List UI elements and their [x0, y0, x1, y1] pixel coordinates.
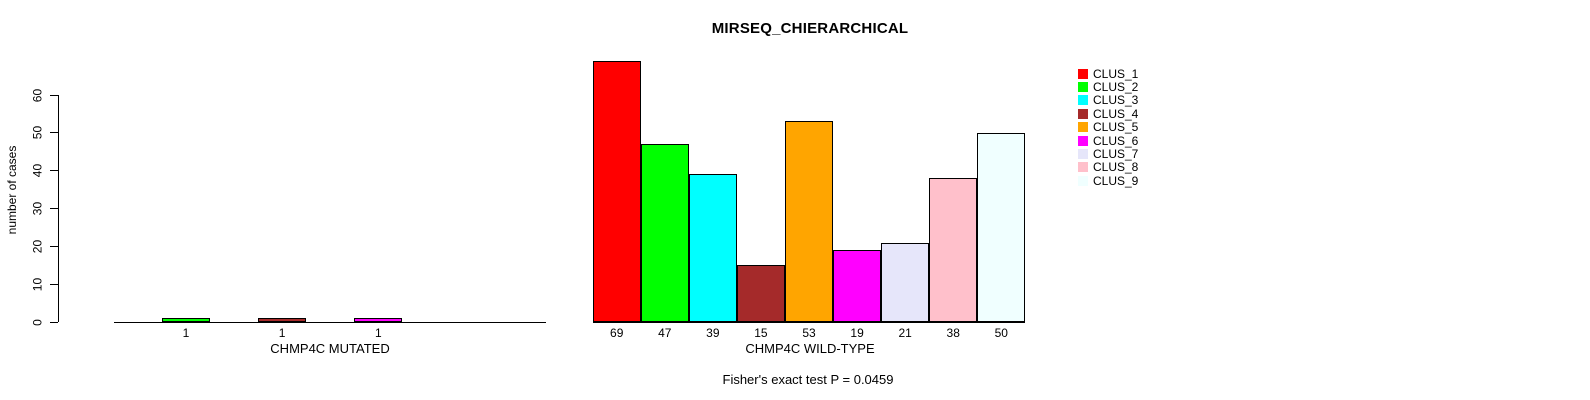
bar-value-label-clus_6: 19: [850, 326, 864, 340]
y-tick-10: [50, 283, 58, 285]
legend-swatch-clus_8: [1078, 162, 1088, 173]
legend-swatch-clus_3: [1078, 95, 1088, 106]
y-tick-label-20: 20: [30, 239, 45, 254]
bar-value-label-clus_5: 53: [802, 326, 816, 340]
fisher-test-annotation: Fisher's exact test P = 0.0459: [722, 372, 894, 387]
bar-value-label-clus_2: 47: [658, 326, 672, 340]
bar-value-label-clus_3: 39: [706, 326, 720, 340]
y-tick-label-60: 60: [30, 88, 45, 102]
legend-label-clus_5: CLUS_5: [1093, 120, 1139, 135]
bar-clus_5: [784, 121, 834, 322]
x-axis-line-mutated: [113, 322, 547, 323]
legend-swatch-clus_5: [1078, 122, 1088, 133]
bar-clus_4: [258, 318, 307, 322]
legend-item-clus_8: CLUS_8: [1078, 161, 1138, 174]
bar-clus_9: [977, 132, 1026, 322]
bar-clus_6: [354, 318, 403, 322]
bar-value-label-clus_8: 38: [946, 326, 960, 340]
legend-swatch-clus_4: [1078, 108, 1088, 119]
y-tick-40: [50, 170, 58, 172]
bar-value-label-clus_4: 15: [754, 326, 768, 340]
legend-item-clus_3: CLUS_3: [1078, 94, 1138, 107]
legend-label-clus_6: CLUS_6: [1093, 133, 1139, 148]
chart-title: MIRSEQ_CHIERARCHICAL: [711, 20, 909, 37]
bar-value-label-clus_4: 1: [278, 326, 286, 340]
bar-value-label-clus_6: 1: [374, 326, 382, 340]
bar-clus_6: [833, 250, 882, 322]
legend-item-clus_2: CLUS_2: [1078, 80, 1138, 93]
legend-item-clus_9: CLUS_9: [1078, 174, 1138, 187]
y-tick-label-0: 0: [30, 318, 45, 326]
y-tick-label-10: 10: [30, 277, 45, 291]
y-axis-label: number of cases: [5, 145, 19, 235]
bar-clus_8: [929, 178, 978, 322]
legend-label-clus_3: CLUS_3: [1093, 93, 1139, 108]
y-tick-label-50: 50: [30, 126, 45, 140]
bar-value-label-clus_2: 1: [182, 326, 190, 340]
legend-swatch-clus_9: [1078, 175, 1088, 186]
bar-clus_7: [881, 242, 930, 322]
bar-clus_2: [161, 318, 211, 322]
bar-clus_2: [640, 144, 689, 322]
legend-swatch-clus_6: [1078, 135, 1088, 146]
x-axis-label-mutated: CHMP4C MUTATED: [270, 341, 390, 356]
y-tick-0: [50, 321, 58, 323]
legend-label-clus_2: CLUS_2: [1093, 80, 1139, 95]
bar-value-label-clus_9: 50: [994, 326, 1008, 340]
bar-clus_1: [592, 60, 641, 322]
x-axis-line-wild-type: [592, 322, 1026, 323]
legend-label-clus_4: CLUS_4: [1093, 106, 1139, 121]
legend-swatch-clus_1: [1078, 68, 1088, 79]
legend-label-clus_9: CLUS_9: [1093, 173, 1139, 188]
legend-item-clus_7: CLUS_7: [1078, 147, 1138, 160]
y-tick-60: [50, 94, 58, 96]
y-tick-label-30: 30: [30, 201, 45, 216]
bar-clus_3: [688, 174, 737, 322]
bar-value-label-clus_1: 69: [610, 326, 624, 340]
legend-item-clus_5: CLUS_5: [1078, 121, 1138, 134]
legend-swatch-clus_2: [1078, 82, 1088, 93]
legend-item-clus_4: CLUS_4: [1078, 107, 1138, 120]
y-tick-20: [50, 245, 58, 247]
legend-label-clus_7: CLUS_7: [1093, 147, 1139, 162]
y-tick-label-40: 40: [30, 163, 45, 178]
legend-label-clus_1: CLUS_1: [1093, 66, 1139, 81]
bar-value-label-clus_7: 21: [898, 326, 912, 340]
legend-item-clus_1: CLUS_1: [1078, 67, 1138, 80]
x-axis-label-wild-type: CHMP4C WILD-TYPE: [745, 341, 875, 356]
y-tick-30: [50, 208, 58, 209]
legend: CLUS_1 CLUS_2 CLUS_3 CLUS_4 CLUS_5 CLUS_6 CLUS…: [1078, 67, 1138, 188]
y-tick-50: [50, 132, 58, 134]
y-axis-line: [58, 95, 59, 322]
bar-clus_4: [736, 265, 785, 322]
legend-swatch-clus_7: [1078, 149, 1088, 160]
legend-label-clus_8: CLUS_8: [1093, 160, 1139, 175]
legend-item-clus_6: CLUS_6: [1078, 134, 1138, 147]
